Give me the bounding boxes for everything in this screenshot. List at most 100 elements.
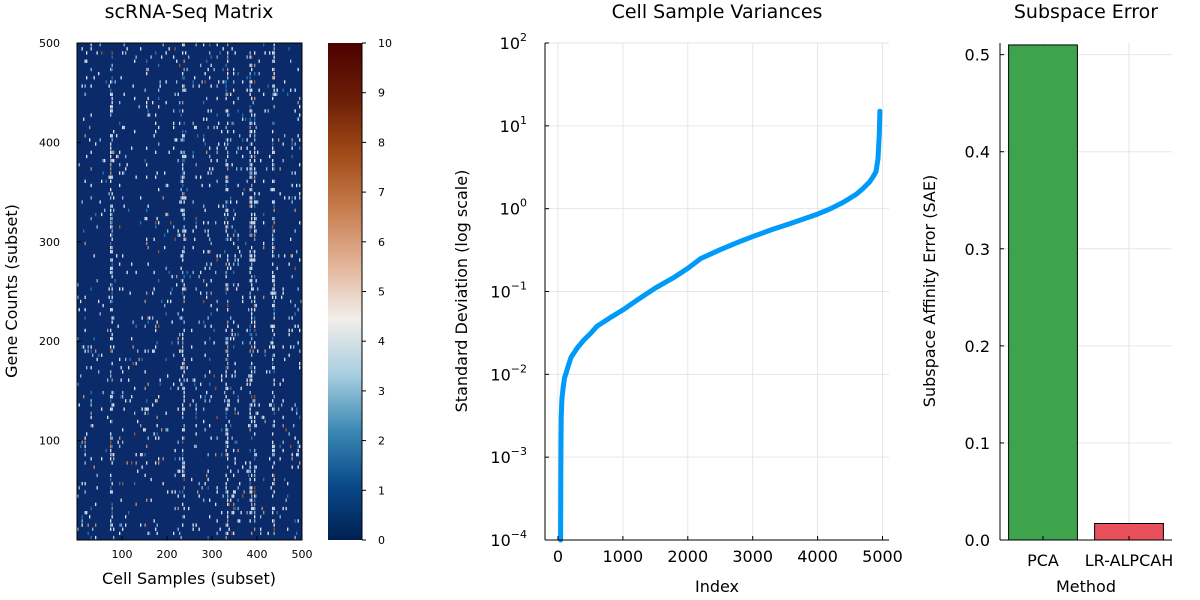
heatmap-cell <box>110 158 112 163</box>
heatmap-cell <box>249 374 251 378</box>
heatmap-cell <box>231 47 233 51</box>
error-bars <box>1008 44 1164 541</box>
heatmap-cell <box>249 490 251 494</box>
heatmap-cell <box>291 457 293 461</box>
heatmap-cell <box>227 109 229 113</box>
heatmap-cell <box>227 163 229 167</box>
heatmap-cell <box>90 366 92 370</box>
heatmap-cell <box>227 366 229 370</box>
heatmap-cell <box>263 221 265 225</box>
heatmap-cell <box>251 113 253 117</box>
heatmap-cell <box>234 332 236 337</box>
heatmap-cell <box>179 233 181 237</box>
heatmap-cell <box>227 299 229 304</box>
heatmap-cell <box>273 229 275 233</box>
heatmap-cell <box>251 254 253 258</box>
heatmap-cell <box>80 299 82 304</box>
heatmap-cell <box>236 167 238 171</box>
heatmap-cell <box>110 419 112 424</box>
heatmap-cell <box>158 63 160 68</box>
heatmap-cell <box>273 254 275 258</box>
heatmap-cell <box>144 324 146 328</box>
error-y-tick-label: 0.3 <box>965 240 990 259</box>
heatmap-cell <box>84 440 86 444</box>
variance-y-tick-label: 10−1 <box>490 280 527 302</box>
heatmap-x-tick-label: 100 <box>112 548 133 561</box>
heatmap-cell <box>254 506 256 511</box>
variance-x-ticks: 0 1000 2000 3000 4000 5000 <box>553 536 903 566</box>
heatmap-cell <box>273 345 275 349</box>
heatmap-cell <box>225 175 227 179</box>
heatmap-cell <box>161 428 163 432</box>
heatmap-cell <box>90 196 92 200</box>
heatmap-cell <box>236 287 238 291</box>
heatmap-cell <box>90 47 92 51</box>
variance-y-label: Standard Deviation (log scale) <box>452 170 471 413</box>
heatmap-cell <box>245 461 247 465</box>
heatmap-cell <box>233 88 235 92</box>
heatmap-cell <box>257 287 259 291</box>
heatmap-cell <box>257 411 259 415</box>
heatmap-cell <box>272 92 274 97</box>
heatmap-cell <box>96 225 98 229</box>
heatmap-cell <box>225 225 227 229</box>
heatmap-cell <box>119 444 121 449</box>
heatmap-cell <box>273 308 275 312</box>
heatmap-cell <box>254 490 256 494</box>
heatmap-cell <box>209 424 211 428</box>
heatmap-cell <box>251 142 253 146</box>
heatmap-cell <box>282 158 284 163</box>
heatmap-cell <box>164 233 166 237</box>
heatmap-cell <box>272 519 274 523</box>
heatmap-cell <box>272 179 274 183</box>
heatmap-cell <box>272 146 274 150</box>
heatmap-cell <box>227 71 229 76</box>
heatmap-cell <box>155 345 157 349</box>
heatmap-cell <box>254 225 256 229</box>
heatmap-cell <box>221 453 223 457</box>
heatmap-cell <box>195 411 197 415</box>
heatmap-cell <box>207 453 209 457</box>
heatmap-cell <box>291 328 293 333</box>
heatmap-cell <box>293 424 295 428</box>
variance-x-tick-label: 2000 <box>667 547 708 566</box>
heatmap-cell <box>110 154 112 159</box>
heatmap-cell <box>194 76 196 80</box>
heatmap-cell <box>251 361 253 366</box>
heatmap-cell <box>240 167 242 171</box>
heatmap-cell <box>125 523 127 527</box>
heatmap-cell <box>225 216 227 221</box>
heatmap-cell <box>273 43 275 47</box>
heatmap-cell <box>182 254 184 258</box>
heatmap-cell <box>249 225 251 229</box>
heatmap-cell <box>161 299 163 304</box>
heatmap-cell <box>110 436 112 440</box>
heatmap-cell <box>270 187 272 192</box>
heatmap-cell <box>134 96 136 101</box>
heatmap-cell <box>182 196 184 200</box>
heatmap-cell <box>182 345 184 349</box>
heatmap-cell <box>96 473 98 478</box>
heatmap-cell <box>251 200 253 204</box>
heatmap-cell <box>251 225 253 229</box>
variance-x-tick-label: 1000 <box>603 547 644 566</box>
heatmap-cell <box>210 171 212 175</box>
heatmap-cell <box>183 357 185 362</box>
heatmap-cell <box>110 349 112 353</box>
heatmap-cell <box>251 167 253 171</box>
heatmap-cell <box>206 473 208 478</box>
heatmap-cell <box>86 51 88 55</box>
heatmap-cell <box>111 299 113 304</box>
heatmap-cell <box>182 175 184 179</box>
heatmap-cell <box>146 399 148 403</box>
heatmap-cell <box>230 424 232 428</box>
heatmap-cell <box>170 221 172 225</box>
heatmap-cell <box>273 237 275 241</box>
heatmap-cell <box>119 100 121 105</box>
heatmap-cell <box>198 482 200 486</box>
heatmap-cell <box>110 142 112 146</box>
heatmap-cell <box>254 221 256 225</box>
heatmap-cell <box>254 175 256 179</box>
heatmap-cell <box>213 374 215 378</box>
heatmap-cell <box>92 527 94 531</box>
